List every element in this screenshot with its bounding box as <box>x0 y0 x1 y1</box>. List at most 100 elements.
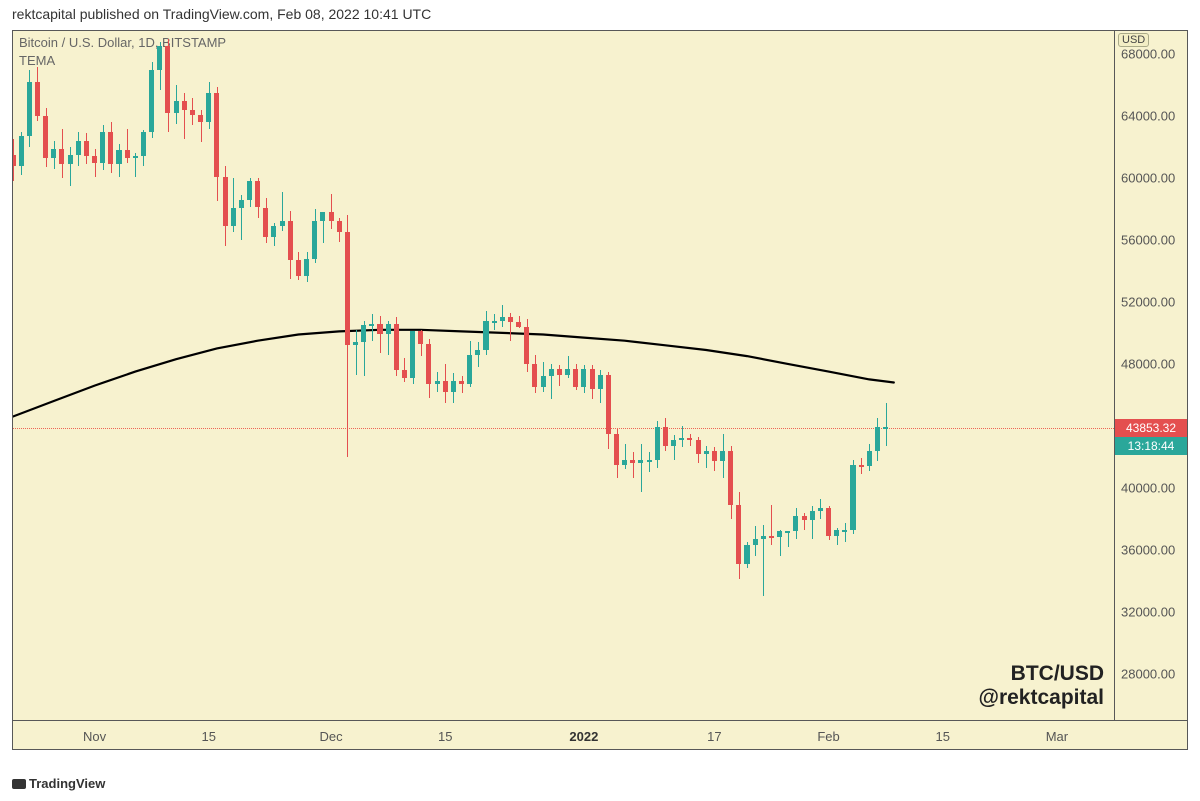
candle-body <box>443 381 448 392</box>
tradingview-icon <box>12 779 26 789</box>
x-tick-label: Dec <box>320 729 343 744</box>
candle-body <box>875 427 880 450</box>
candle-wick <box>633 452 634 478</box>
candle-body <box>638 460 643 463</box>
candle-body <box>271 226 276 237</box>
candle-body <box>84 141 89 156</box>
candle-body <box>410 331 415 377</box>
candle-body <box>353 342 358 345</box>
candle-body <box>483 321 488 350</box>
candle-body <box>13 155 16 166</box>
candle-body <box>541 376 546 387</box>
candle-body <box>687 438 692 440</box>
candle-wick <box>641 444 642 492</box>
x-axis[interactable]: Nov15Dec15202217Feb15Mar <box>13 721 1115 749</box>
candle-body <box>304 259 309 276</box>
candle-body <box>402 370 407 378</box>
candle-body <box>565 369 570 375</box>
y-tick-label: 60000.00 <box>1121 171 1175 186</box>
candle-body <box>231 208 236 227</box>
candle-body <box>174 101 179 113</box>
candle-body <box>696 440 701 454</box>
candle-body <box>35 82 40 116</box>
candle-body <box>255 181 260 207</box>
y-tick-label: 28000.00 <box>1121 666 1175 681</box>
candle-body <box>386 324 391 335</box>
candle-body <box>826 508 831 536</box>
candle-body <box>435 381 440 384</box>
x-tick-label: 2022 <box>569 729 598 744</box>
candle-body <box>182 101 187 110</box>
candle-body <box>108 132 113 165</box>
candle-wick <box>70 147 71 186</box>
candle-body <box>867 451 872 466</box>
candle-body <box>263 208 268 237</box>
y-axis[interactable]: USD 28000.0032000.0036000.0040000.004400… <box>1115 31 1187 721</box>
candle-body <box>606 375 611 434</box>
watermark-author: @rektcapital <box>978 686 1104 710</box>
candle-body <box>647 460 652 462</box>
candle-body <box>345 232 350 345</box>
candle-wick <box>462 376 463 393</box>
candle-body <box>859 465 864 467</box>
candle-body <box>149 70 154 132</box>
candle-body <box>51 149 56 158</box>
candle-body <box>516 322 521 327</box>
x-tick-label: Feb <box>817 729 839 744</box>
plot-area[interactable]: Bitcoin / U.S. Dollar, 1D, BITSTAMP TEMA… <box>13 31 1115 721</box>
candle-body <box>492 321 497 323</box>
x-tick-label: Nov <box>83 729 106 744</box>
candle-body <box>704 451 709 454</box>
candle-body <box>736 505 741 564</box>
candle-body <box>622 460 627 465</box>
y-tick-label: 68000.00 <box>1121 47 1175 62</box>
candle-body <box>377 324 382 335</box>
candle-wick <box>845 523 846 542</box>
candle-body <box>337 221 342 232</box>
countdown-badge: 13:18:44 <box>1115 437 1187 455</box>
candle-body <box>76 141 81 155</box>
candle-body <box>590 369 595 389</box>
candle-wick <box>478 342 479 367</box>
candle-body <box>793 516 798 531</box>
candle-body <box>500 317 505 320</box>
candle-wick <box>356 330 357 375</box>
publish-info: rektcapital published on TradingView.com… <box>12 6 431 22</box>
tradingview-logo: TradingView <box>12 776 105 791</box>
candle-body <box>459 381 464 384</box>
candle-body <box>785 531 790 533</box>
candle-wick <box>682 426 683 448</box>
candle-body <box>125 150 130 158</box>
current-price-badge: 43853.32 <box>1115 419 1187 437</box>
x-tick-label: Mar <box>1046 729 1068 744</box>
candle-body <box>549 369 554 377</box>
y-tick-label: 48000.00 <box>1121 356 1175 371</box>
candle-body <box>720 451 725 462</box>
y-unit-badge: USD <box>1118 33 1149 47</box>
candle-body <box>27 82 32 136</box>
candle-body <box>712 451 717 462</box>
x-tick-label: 15 <box>438 729 452 744</box>
y-tick-label: 64000.00 <box>1121 109 1175 124</box>
candle-body <box>394 324 399 370</box>
candle-body <box>43 116 48 158</box>
candle-body <box>157 46 162 69</box>
brand-text: TradingView <box>29 776 105 791</box>
candle-body <box>68 155 73 164</box>
candle-body <box>133 156 138 158</box>
candle-body <box>663 427 668 446</box>
candle-body <box>508 317 513 322</box>
candle-body <box>19 136 24 165</box>
candle-body <box>744 545 749 564</box>
watermark-symbol: BTC/USD <box>978 662 1104 686</box>
candle-body <box>769 536 774 538</box>
candle-body <box>288 221 293 260</box>
x-tick-label: 15 <box>201 729 215 744</box>
candle-body <box>92 156 97 162</box>
candle-wick <box>380 316 381 353</box>
candle-body <box>369 324 374 326</box>
candle-body <box>630 460 635 463</box>
candle-body <box>573 369 578 388</box>
candle-body <box>777 531 782 537</box>
candle-wick <box>372 314 373 340</box>
